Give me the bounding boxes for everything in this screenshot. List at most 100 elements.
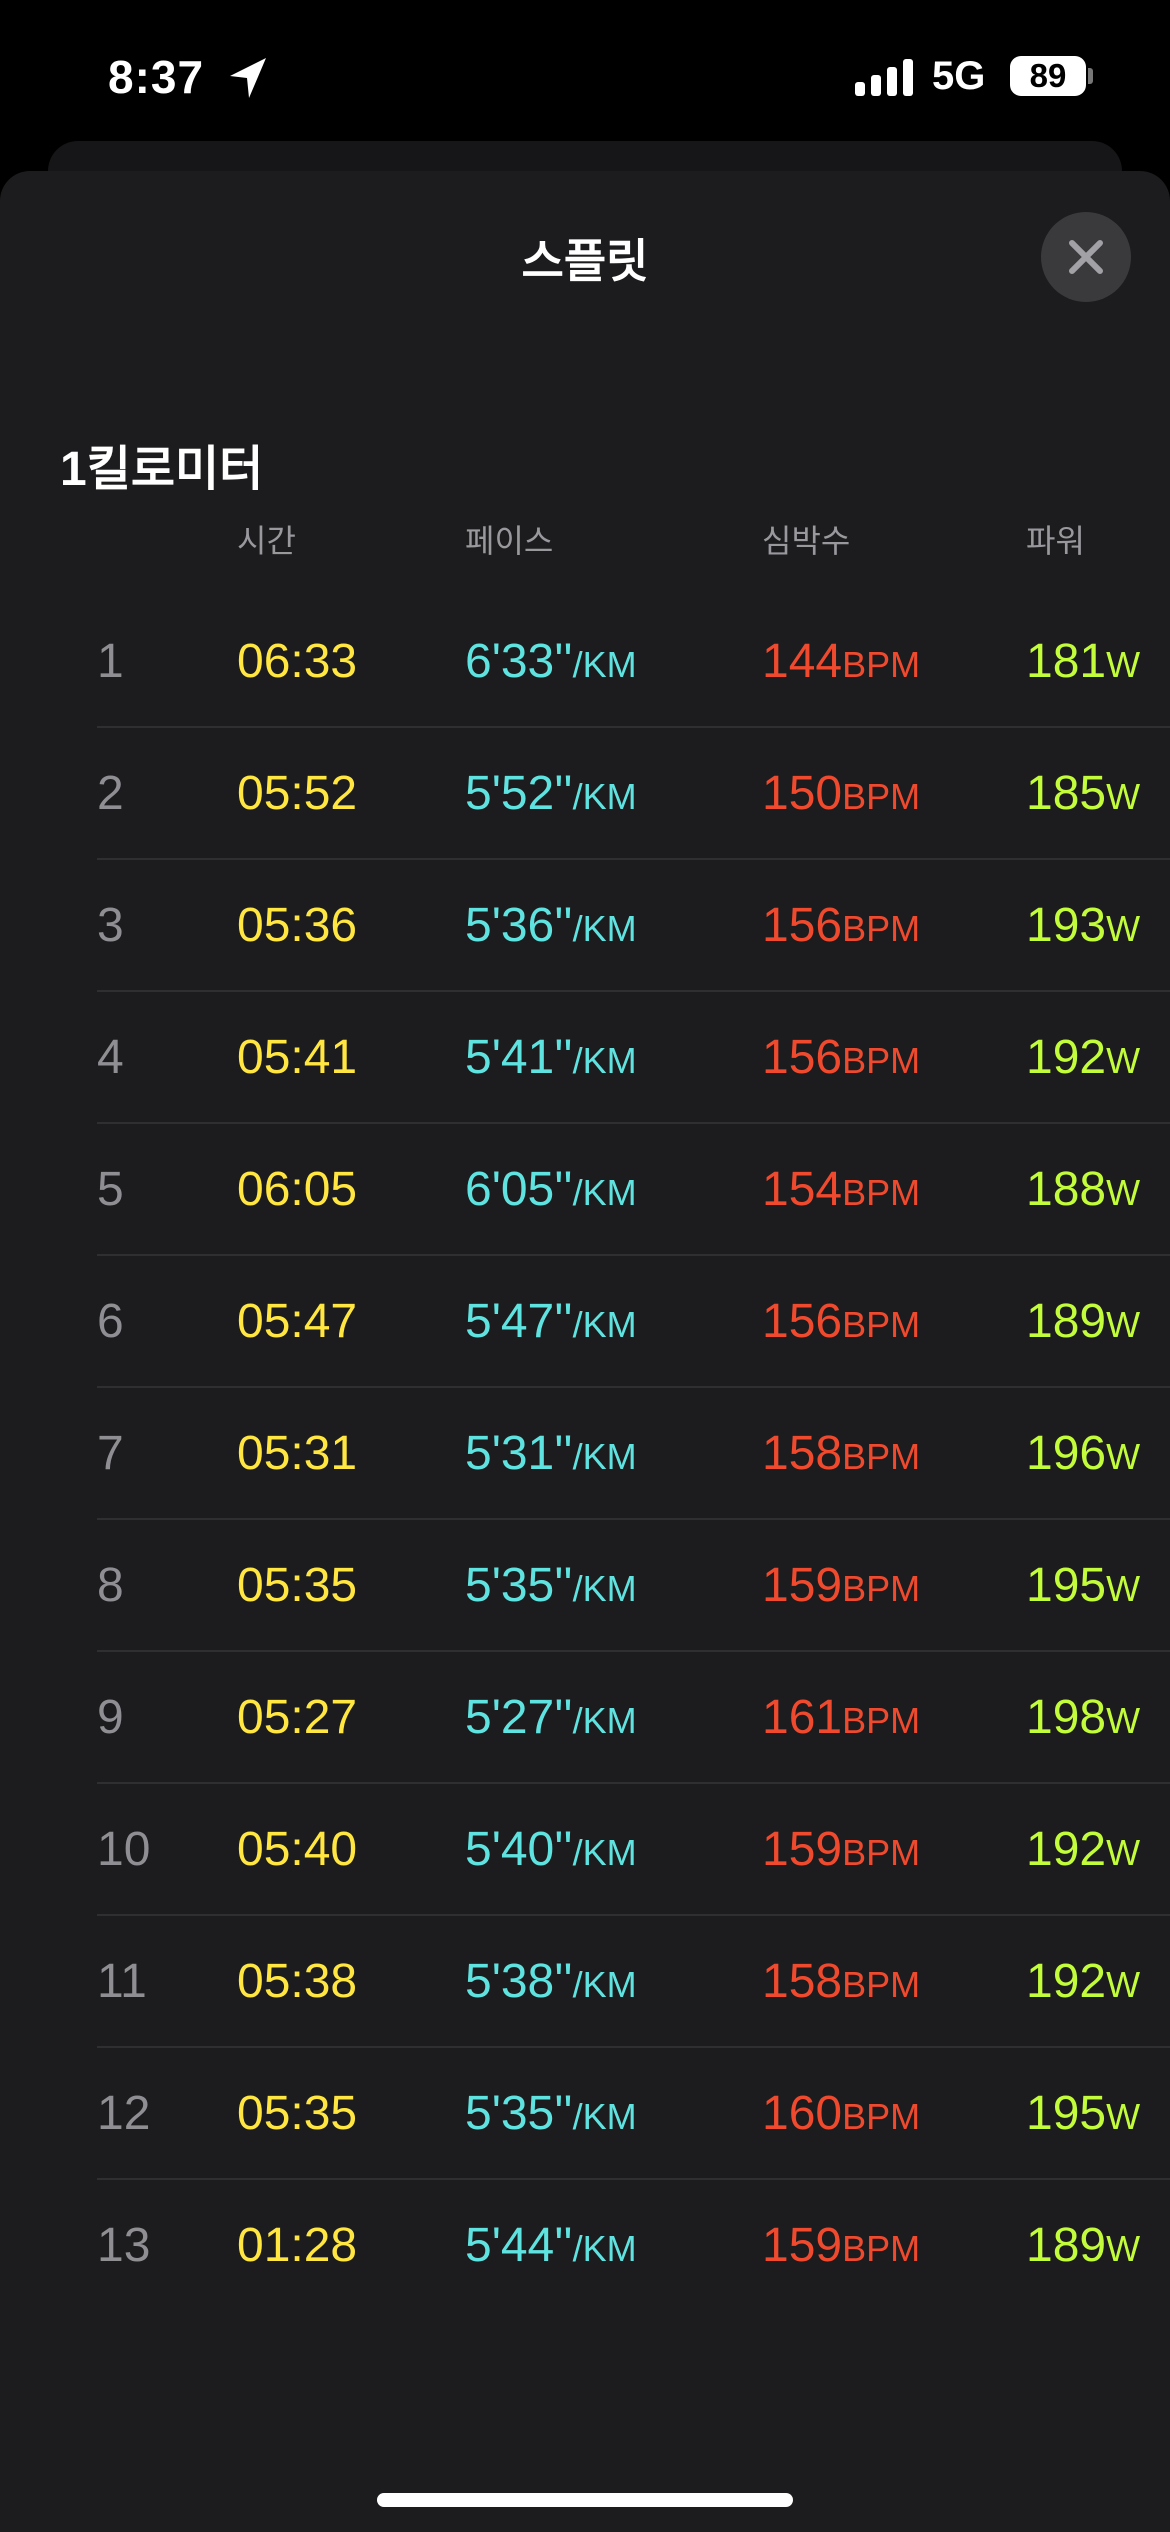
split-pace: 5'35''/KM xyxy=(465,1558,637,1617)
split-time: 05:38 xyxy=(237,1955,358,2008)
row-divider xyxy=(97,1650,1170,1652)
column-header-power: 파워 xyxy=(1026,523,1085,559)
power-unit: W xyxy=(1106,644,1141,685)
split-number: 6 xyxy=(97,1295,124,1348)
split-heart-rate: 161BPM xyxy=(762,1690,920,1749)
column-header-time: 시간 xyxy=(237,523,296,559)
heart-rate-unit: BPM xyxy=(842,2096,921,2137)
power-value: 195 xyxy=(1026,2087,1107,2140)
pace-unit: /KM xyxy=(572,1436,637,1477)
pace-unit: /KM xyxy=(572,1172,637,1213)
split-time: 01:28 xyxy=(237,2219,358,2272)
home-indicator[interactable] xyxy=(377,2493,793,2507)
split-time: 05:27 xyxy=(237,1691,358,1744)
split-number: 4 xyxy=(97,1031,124,1084)
split-pace: 5'44''/KM xyxy=(465,2218,637,2277)
heart-rate-value: 156 xyxy=(762,899,843,952)
split-heart-rate: 156BPM xyxy=(762,1294,920,1353)
split-pace: 6'05''/KM xyxy=(465,1162,637,1221)
table-row: 12 05:35 5'35''/KM 160BPM 195W xyxy=(0,2048,1170,2180)
split-heart-rate: 156BPM xyxy=(762,898,920,957)
pace-unit: /KM xyxy=(572,644,637,685)
table-row: 4 05:41 5'41''/KM 156BPM 192W xyxy=(0,992,1170,1124)
pace-unit: /KM xyxy=(572,1832,637,1873)
heart-rate-value: 159 xyxy=(762,1823,843,1876)
split-number: 12 xyxy=(97,2087,151,2140)
pace-unit: /KM xyxy=(572,1304,637,1345)
table-row: 10 05:40 5'40''/KM 159BPM 192W xyxy=(0,1784,1170,1916)
split-power: 192W xyxy=(1026,1030,1140,1089)
power-unit: W xyxy=(1106,1040,1141,1081)
heart-rate-unit: BPM xyxy=(842,1700,921,1741)
heart-rate-value: 156 xyxy=(762,1031,843,1084)
power-value: 193 xyxy=(1026,899,1107,952)
split-time: 05:40 xyxy=(237,1823,358,1876)
table-row: 2 05:52 5'52''/KM 150BPM 185W xyxy=(0,728,1170,860)
row-divider xyxy=(97,2046,1170,2048)
power-value: 189 xyxy=(1026,1295,1107,1348)
pace-value: 5'27'' xyxy=(465,1691,573,1744)
pace-unit: /KM xyxy=(572,2096,637,2137)
pace-unit: /KM xyxy=(572,1040,637,1081)
section-heading: 1킬로미터 xyxy=(60,443,264,496)
table-row: 7 05:31 5'31''/KM 158BPM 196W xyxy=(0,1388,1170,1520)
split-number: 2 xyxy=(97,767,124,820)
power-unit: W xyxy=(1106,1832,1141,1873)
split-power: 181W xyxy=(1026,634,1140,693)
pace-unit: /KM xyxy=(572,1568,637,1609)
split-pace: 6'33''/KM xyxy=(465,634,637,693)
pace-value: 5'40'' xyxy=(465,1823,573,1876)
heart-rate-unit: BPM xyxy=(842,1436,921,1477)
power-value: 192 xyxy=(1026,1031,1107,1084)
split-pace: 5'38''/KM xyxy=(465,1954,637,2013)
split-heart-rate: 144BPM xyxy=(762,634,920,693)
row-divider xyxy=(97,1518,1170,1520)
heart-rate-unit: BPM xyxy=(842,1832,921,1873)
power-value: 198 xyxy=(1026,1691,1107,1744)
split-time: 05:35 xyxy=(237,2087,358,2140)
row-divider xyxy=(97,990,1170,992)
heart-rate-unit: BPM xyxy=(842,1964,921,2005)
power-unit: W xyxy=(1106,2096,1141,2137)
heart-rate-value: 154 xyxy=(762,1163,843,1216)
close-button[interactable] xyxy=(1041,212,1131,302)
power-unit: W xyxy=(1106,1172,1141,1213)
power-value: 188 xyxy=(1026,1163,1107,1216)
split-heart-rate: 159BPM xyxy=(762,2218,920,2277)
table-row: 1 06:33 6'33''/KM 144BPM 181W xyxy=(0,596,1170,728)
power-value: 185 xyxy=(1026,767,1107,820)
split-pace: 5'27''/KM xyxy=(465,1690,637,1749)
pace-value: 5'47'' xyxy=(465,1295,573,1348)
pace-unit: /KM xyxy=(572,1700,637,1741)
split-time: 06:05 xyxy=(237,1163,358,1216)
pace-unit: /KM xyxy=(572,776,637,817)
table-row: 9 05:27 5'27''/KM 161BPM 198W xyxy=(0,1652,1170,1784)
row-divider xyxy=(97,1386,1170,1388)
split-number: 1 xyxy=(97,635,124,688)
power-unit: W xyxy=(1106,1568,1141,1609)
split-number: 13 xyxy=(97,2219,151,2272)
table-row: 6 05:47 5'47''/KM 156BPM 189W xyxy=(0,1256,1170,1388)
pace-value: 5'41'' xyxy=(465,1031,573,1084)
status-bar: 8:37 5G 89 xyxy=(0,0,1170,140)
heart-rate-value: 159 xyxy=(762,2219,843,2272)
split-power: 192W xyxy=(1026,1822,1140,1881)
split-pace: 5'31''/KM xyxy=(465,1426,637,1485)
split-time: 05:41 xyxy=(237,1031,358,1084)
split-time: 05:47 xyxy=(237,1295,358,1348)
power-unit: W xyxy=(1106,908,1141,949)
heart-rate-value: 144 xyxy=(762,635,843,688)
table-row: 13 01:28 5'44''/KM 159BPM 189W xyxy=(0,2180,1170,2312)
heart-rate-unit: BPM xyxy=(842,1172,921,1213)
location-arrow-icon xyxy=(230,58,266,98)
power-unit: W xyxy=(1106,1700,1141,1741)
split-power: 192W xyxy=(1026,1954,1140,2013)
battery-tip xyxy=(1088,68,1093,84)
split-number: 11 xyxy=(97,1955,147,2008)
row-divider xyxy=(97,2178,1170,2180)
row-divider xyxy=(97,1122,1170,1124)
table-row: 3 05:36 5'36''/KM 156BPM 193W xyxy=(0,860,1170,992)
splits-sheet: 스플릿 1킬로미터 시간 페이스 심박수 파워 1 06:33 6'33''/K… xyxy=(0,171,1170,2532)
split-number: 9 xyxy=(97,1691,124,1744)
split-power: 188W xyxy=(1026,1162,1140,1221)
